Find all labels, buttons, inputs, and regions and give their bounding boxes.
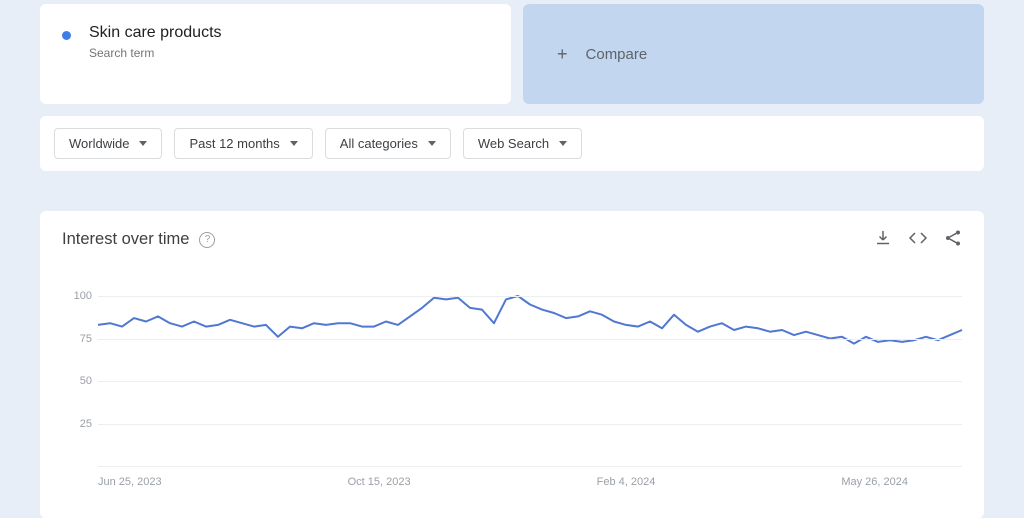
search-term-card[interactable]: Skin care products Search term bbox=[40, 4, 511, 104]
series-color-dot bbox=[62, 31, 71, 40]
category-filter-label: All categories bbox=[340, 136, 418, 151]
filters-bar: Worldwide Past 12 months All categories … bbox=[40, 116, 984, 171]
y-tick-label: 100 bbox=[64, 290, 92, 302]
y-tick-label: 50 bbox=[64, 375, 92, 387]
timerange-filter[interactable]: Past 12 months bbox=[174, 128, 312, 159]
plus-icon: + bbox=[557, 44, 568, 65]
timerange-filter-label: Past 12 months bbox=[189, 136, 279, 151]
y-tick-label: 75 bbox=[64, 333, 92, 345]
embed-icon[interactable] bbox=[908, 229, 928, 250]
x-tick-label: Jun 25, 2023 bbox=[98, 476, 162, 488]
search-term-subtitle: Search term bbox=[89, 46, 222, 60]
compare-label: Compare bbox=[586, 46, 648, 63]
compare-card[interactable]: + Compare bbox=[523, 4, 984, 104]
x-axis-labels: Jun 25, 2023 Oct 15, 2023 Feb 4, 2024 May 2… bbox=[98, 476, 962, 488]
gridline bbox=[98, 381, 962, 382]
help-icon[interactable]: ? bbox=[199, 232, 215, 248]
download-icon[interactable] bbox=[874, 229, 892, 250]
search-type-filter-label: Web Search bbox=[478, 136, 549, 151]
gridline bbox=[98, 296, 962, 297]
x-tick-label: Oct 15, 2023 bbox=[348, 476, 411, 488]
chart-title: Interest over time bbox=[62, 230, 189, 249]
category-filter[interactable]: All categories bbox=[325, 128, 451, 159]
chart-plot-area: 255075100 bbox=[98, 296, 962, 466]
y-tick-label: 25 bbox=[64, 418, 92, 430]
gridline bbox=[98, 424, 962, 425]
region-filter-label: Worldwide bbox=[69, 136, 129, 151]
search-type-filter[interactable]: Web Search bbox=[463, 128, 582, 159]
chevron-down-icon bbox=[428, 141, 436, 146]
region-filter[interactable]: Worldwide bbox=[54, 128, 162, 159]
chevron-down-icon bbox=[559, 141, 567, 146]
search-term-title: Skin care products bbox=[89, 24, 222, 42]
gridline bbox=[98, 466, 962, 467]
x-tick-label: May 26, 2024 bbox=[841, 476, 908, 488]
gridline bbox=[98, 339, 962, 340]
chevron-down-icon bbox=[139, 141, 147, 146]
x-tick-label: Feb 4, 2024 bbox=[597, 476, 656, 488]
chart-card: Interest over time ? 255075100 Jun 25, 2 bbox=[40, 211, 984, 518]
chevron-down-icon bbox=[290, 141, 298, 146]
series-line bbox=[98, 296, 962, 344]
share-icon[interactable] bbox=[944, 229, 962, 250]
